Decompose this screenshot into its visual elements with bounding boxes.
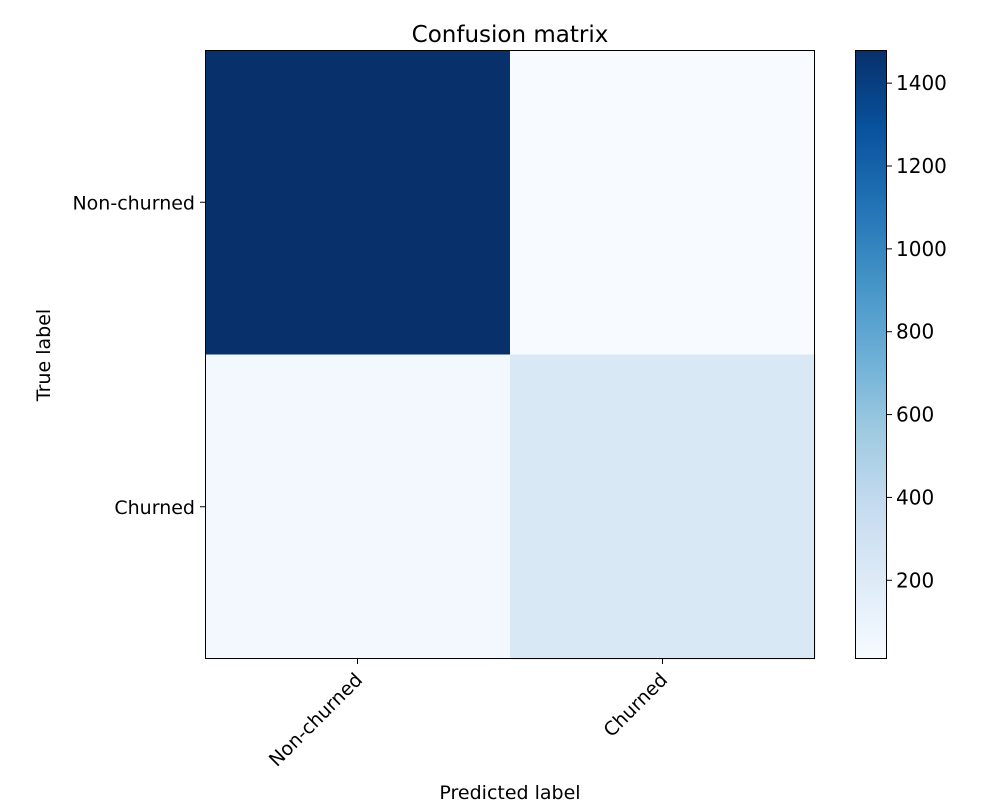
matrix-cell [205,50,511,355]
colorbar [855,50,887,659]
chart-title: Confusion matrix [412,22,609,48]
colorbar-tick-label: 800 [896,320,934,344]
colorbar-tick-label: 600 [896,403,934,427]
plot-frame [205,50,815,659]
colorbar-tick-label: 200 [896,568,934,592]
x-tick-label: Churned [599,669,672,742]
colorbar-tick-label: 400 [896,485,934,509]
y-axis-label: True label [33,309,55,402]
matrix-cell [510,50,816,355]
x-tick-label: Non-churned [265,669,367,771]
matrix-cell [510,354,816,660]
colorbar-ticks: 200 400 600 800 1000 1200 1400 [887,71,947,592]
x-axis-ticks: Non-churned Churned [265,659,672,771]
y-axis-ticks: Non-churned Churned [72,192,205,519]
colorbar-tick-label: 1400 [896,71,947,95]
x-axis-label: Predicted label [439,782,580,800]
colorbar-tick-label: 1000 [896,237,947,261]
y-tick-label: Non-churned [72,192,195,214]
matrix-cell [205,354,511,660]
colorbar-tick-label: 1200 [896,154,947,178]
matrix-cells [205,50,816,660]
y-tick-label: Churned [114,497,195,519]
